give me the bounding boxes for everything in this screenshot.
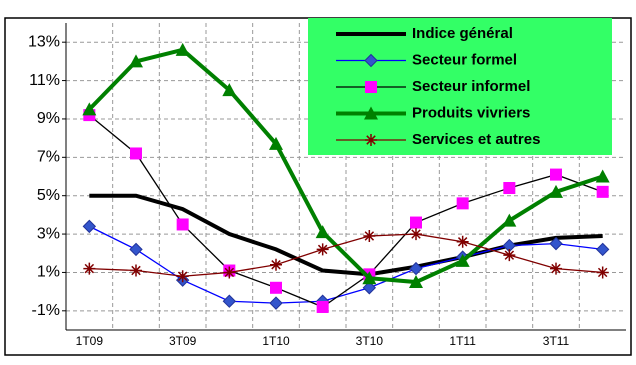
legend-label: Secteur formel	[412, 51, 517, 68]
x-tick-label: 1T10	[262, 334, 290, 348]
series-line	[89, 193, 603, 277]
marker	[410, 216, 422, 229]
marker	[175, 42, 190, 56]
marker	[316, 243, 329, 256]
marker	[503, 249, 516, 262]
marker	[456, 197, 469, 210]
marker	[410, 228, 422, 241]
x-tick-label: 3T10	[356, 334, 384, 348]
legend-label: Produits vivriers	[412, 104, 530, 121]
marker	[455, 253, 470, 267]
marker	[270, 281, 282, 294]
marker	[595, 169, 610, 183]
y-tick-label: -1%	[32, 302, 60, 319]
marker	[456, 235, 469, 248]
marker	[176, 218, 189, 231]
marker	[503, 182, 516, 195]
legend-label: Indice général	[412, 25, 513, 42]
y-tick-label: 9%	[37, 110, 60, 127]
marker	[82, 219, 97, 234]
marker	[364, 106, 378, 120]
y-tick-label: 11%	[29, 72, 60, 89]
y-tick-label: 7%	[37, 149, 60, 166]
x-tick-label: 1T11	[449, 334, 476, 348]
marker	[409, 261, 423, 276]
marker	[596, 266, 609, 279]
marker	[364, 53, 378, 68]
marker	[549, 236, 563, 251]
marker	[130, 147, 142, 160]
marker	[223, 266, 236, 279]
marker	[363, 229, 376, 242]
legend-label: Secteur informel	[412, 78, 530, 95]
marker	[82, 102, 97, 116]
marker	[130, 264, 142, 277]
marker	[595, 242, 610, 257]
marker	[596, 185, 609, 198]
marker	[549, 184, 563, 198]
series-line	[88, 114, 603, 308]
marker	[409, 275, 423, 289]
marker	[129, 54, 143, 68]
x-tick-label: 3T09	[169, 334, 197, 348]
marker	[365, 81, 377, 93]
series-line	[89, 233, 603, 277]
marker	[269, 136, 283, 150]
series-line	[87, 47, 604, 285]
marker	[550, 168, 562, 181]
y-tick-label: 5%	[37, 187, 60, 204]
marker	[362, 271, 377, 285]
y-tick-label: 3%	[37, 225, 60, 242]
marker	[315, 225, 330, 239]
marker	[222, 83, 237, 97]
legend-label: Services et autres	[412, 131, 540, 148]
x-tick-label: 3T11	[543, 334, 570, 348]
marker	[502, 213, 517, 227]
marker	[550, 262, 562, 275]
marker	[222, 294, 237, 308]
marker	[365, 134, 377, 146]
y-tick-label: 1%	[37, 264, 60, 281]
marker	[316, 300, 329, 313]
marker	[176, 270, 189, 283]
marker	[269, 296, 283, 310]
marker	[129, 242, 143, 257]
y-tick-label: 13%	[28, 33, 60, 50]
marker	[362, 281, 377, 295]
x-tick-label: 1T09	[76, 334, 104, 348]
marker	[83, 262, 96, 275]
marker	[270, 258, 282, 271]
